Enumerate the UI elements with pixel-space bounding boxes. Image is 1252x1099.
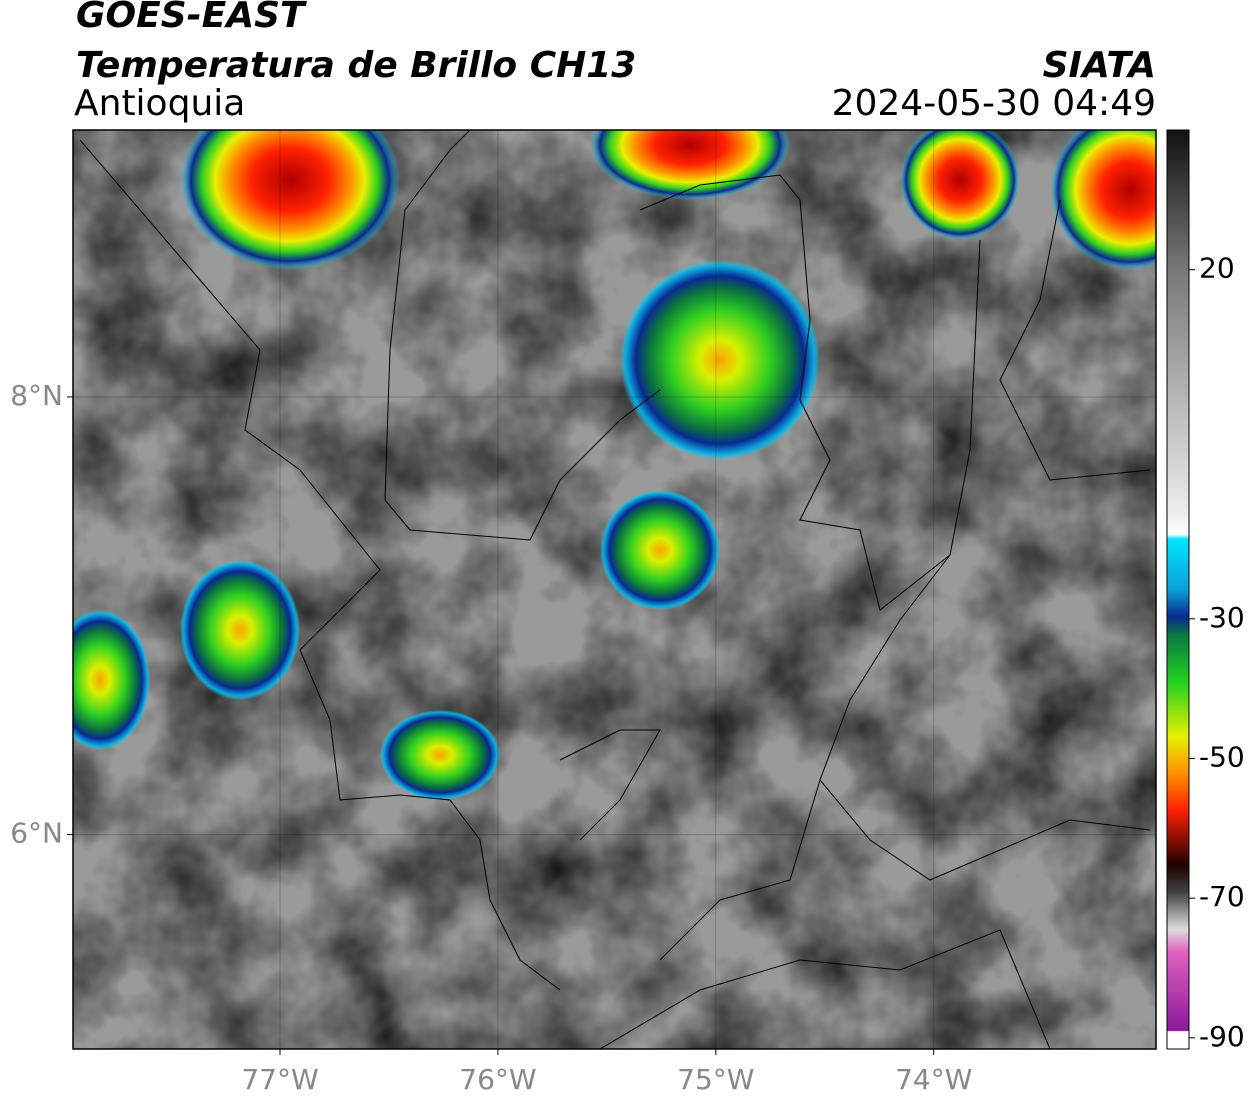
colorbar-tick-label: -30 [1199, 601, 1245, 634]
datetime-label: 2024-05-30 04:49 [831, 83, 1156, 124]
colorbar [1166, 129, 1190, 1050]
source-label: SIATA [1042, 45, 1156, 86]
product-title: Temperatura de Brillo CH13 [76, 45, 637, 86]
colorbar-tick-label: -70 [1199, 880, 1245, 913]
lon-tick-label: 76°W [459, 1063, 536, 1096]
colorbar-tick-label: -90 [1199, 1020, 1245, 1053]
map-frame [72, 129, 1157, 1050]
lat-tick-label: 6°N [10, 817, 63, 850]
lat-tick-label: 8°N [10, 379, 63, 412]
map-imagery [73, 130, 1156, 1049]
region-label: Antioquia [74, 83, 246, 124]
lon-tick-label: 75°W [677, 1063, 754, 1096]
colorbar-tick-label: 20 [1199, 252, 1235, 285]
lon-tick-label: 74°W [895, 1063, 972, 1096]
satellite-title: GOES-EAST [76, 0, 305, 36]
colorbar-tick-label: -50 [1199, 740, 1245, 773]
lon-tick-label: 77°W [241, 1063, 318, 1096]
